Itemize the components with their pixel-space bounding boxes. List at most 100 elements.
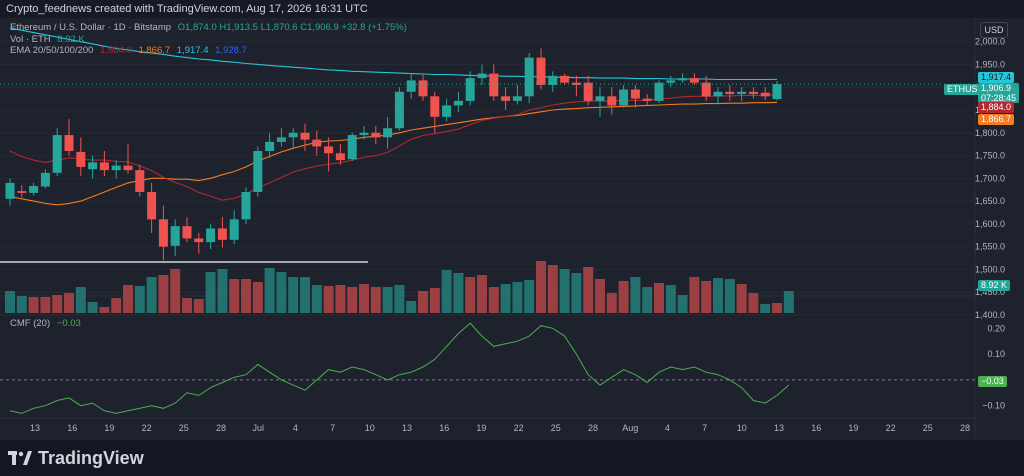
price-tick-label: 1,800.0 bbox=[975, 128, 1005, 138]
volume-bar bbox=[335, 285, 346, 313]
candle-body bbox=[158, 219, 168, 247]
legend-vol-label: Vol · ETH bbox=[10, 34, 51, 45]
candle-body bbox=[607, 96, 617, 106]
volume-bar bbox=[146, 277, 157, 313]
volume-bar bbox=[736, 284, 747, 313]
time-tick-label: 19 bbox=[476, 423, 486, 433]
volume-bar bbox=[134, 286, 145, 313]
candle-body bbox=[654, 82, 664, 101]
volume-bar bbox=[40, 297, 51, 313]
candle-body bbox=[489, 73, 499, 97]
caption-text: Crypto_feednews created with TradingView… bbox=[6, 3, 368, 15]
cmf-tick-label: −0.10 bbox=[982, 401, 1005, 411]
chart-panel[interactable] bbox=[0, 18, 1024, 440]
last-price-value: 1,906.9 bbox=[981, 83, 1012, 93]
volume-bar bbox=[252, 282, 263, 313]
volume-tag: 8.92 K bbox=[978, 280, 1011, 291]
tradingview-logo-icon bbox=[8, 451, 32, 465]
candle-body bbox=[229, 219, 239, 240]
top-caption-bar: Crypto_feednews created with TradingView… bbox=[0, 0, 1024, 18]
volume-bar bbox=[347, 287, 358, 313]
time-tick-label: 25 bbox=[179, 423, 189, 433]
volume-bar bbox=[748, 293, 759, 313]
ema20-price-tag: 1,884.0 bbox=[978, 102, 1015, 113]
volume-bar bbox=[229, 279, 240, 313]
symbol-tag: ETHUSD bbox=[944, 84, 988, 95]
volume-bar bbox=[406, 301, 417, 313]
volume-bar bbox=[559, 269, 570, 313]
candle-body bbox=[442, 105, 452, 117]
time-tick-label: 7 bbox=[330, 423, 335, 433]
candle-body bbox=[276, 137, 286, 142]
volume-bar bbox=[170, 269, 181, 313]
candle-body bbox=[359, 132, 369, 136]
legend-ema100-value: 1,917.4 bbox=[176, 45, 209, 56]
legend-ohlc: O1,874.0 H1,913.5 L1,870.6 C1,906.9 +32.… bbox=[177, 22, 407, 33]
volume-bar bbox=[677, 295, 688, 313]
cmf-line bbox=[9, 322, 790, 414]
candle-body bbox=[406, 80, 416, 92]
legend-cmf-value: −0.03 bbox=[56, 318, 81, 329]
legend-symbol: Ethereum / U.S. Dollar · 1D · Bitstamp bbox=[10, 22, 172, 33]
price-tick-label: 1,400.0 bbox=[975, 310, 1005, 320]
candle-body bbox=[111, 165, 121, 171]
price-tick-label: 1,750.0 bbox=[975, 151, 1005, 161]
cmf-tick-label: 0.10 bbox=[987, 349, 1005, 359]
volume-bar bbox=[382, 287, 393, 313]
time-tick-label: 16 bbox=[67, 423, 77, 433]
legend-vol-value: 8.92 K bbox=[57, 34, 85, 45]
volume-bar bbox=[370, 287, 381, 313]
candle-body bbox=[88, 162, 98, 170]
candle-body bbox=[76, 151, 86, 167]
time-tick-label: 19 bbox=[848, 423, 858, 433]
price-tick-label: 2,000.0 bbox=[975, 37, 1005, 47]
candle-body bbox=[748, 91, 758, 95]
brand-name: TradingView bbox=[38, 447, 144, 468]
time-tick-label: Jul bbox=[252, 423, 264, 433]
time-tick-label: 28 bbox=[960, 423, 970, 433]
candle-body bbox=[678, 78, 688, 81]
candle-body bbox=[64, 135, 74, 151]
price-tick-label: 1,500.0 bbox=[975, 264, 1005, 274]
time-tick-label: 25 bbox=[923, 423, 933, 433]
time-tick-label: 28 bbox=[588, 423, 598, 433]
volume-bar bbox=[583, 267, 594, 313]
volume-bar bbox=[418, 291, 428, 313]
candle-body bbox=[52, 135, 62, 173]
price-tick-label: 1,550.0 bbox=[975, 242, 1005, 252]
candle-body bbox=[619, 89, 629, 106]
volume-bar bbox=[52, 295, 63, 313]
candle-body bbox=[371, 132, 381, 138]
candle-body bbox=[182, 226, 192, 239]
volume-bar bbox=[689, 277, 700, 313]
volume-bar bbox=[158, 275, 169, 313]
cmf-tag: −0.03 bbox=[978, 376, 1007, 387]
tradingview-logo[interactable]: TradingView bbox=[8, 448, 144, 469]
volume-bar bbox=[606, 293, 617, 313]
volume-bar bbox=[642, 287, 653, 313]
volume-bar bbox=[547, 265, 558, 313]
price-tick-label: 1,650.0 bbox=[975, 196, 1005, 206]
volume-bar bbox=[323, 286, 334, 313]
countdown-value: 07:28:45 bbox=[981, 93, 1017, 103]
candle-body bbox=[335, 153, 345, 161]
volume-bar bbox=[701, 281, 712, 313]
candle-body bbox=[536, 57, 546, 85]
volume-bar bbox=[288, 277, 299, 313]
currency-button[interactable]: USD bbox=[980, 22, 1008, 38]
cmf-tick-label: 0.20 bbox=[987, 323, 1005, 333]
volume-bar bbox=[488, 287, 499, 313]
volume-bar bbox=[500, 284, 511, 313]
candle-body bbox=[394, 91, 404, 129]
candle-body bbox=[300, 132, 310, 140]
candle-body bbox=[453, 100, 463, 106]
volume-bar bbox=[429, 288, 440, 313]
volume-bar bbox=[453, 273, 464, 313]
price-chart[interactable]: 2,000.01,950.01,900.01,850.01,800.01,750… bbox=[0, 18, 1024, 440]
legend-main: Ethereum / U.S. Dollar · 1D · Bitstamp O… bbox=[10, 22, 407, 33]
volume-bar bbox=[618, 281, 629, 313]
volume-bar bbox=[512, 282, 523, 313]
candle-body bbox=[772, 84, 782, 100]
time-tick-label: 16 bbox=[439, 423, 449, 433]
candle-body bbox=[383, 128, 393, 138]
